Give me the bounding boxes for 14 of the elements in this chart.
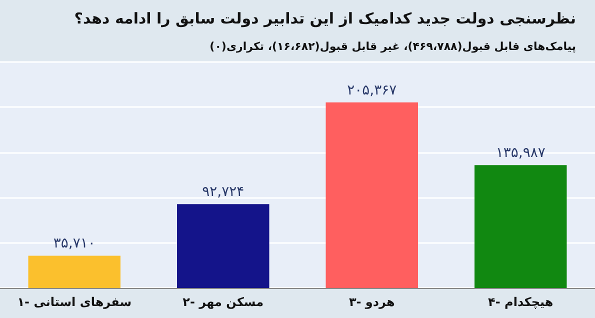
x-tick-label: ۴- هیچکدام [488, 295, 554, 309]
x-tick-label: ۱- سفرهای استانی [17, 295, 132, 309]
data-label: ۲۰۵,۳۶۷ [347, 82, 398, 98]
bar [28, 256, 120, 288]
chart-title: نظرسنجی دولت جدید کدامیک از این تدابیر دولت سابق را ادامه دهد؟ [74, 10, 576, 28]
data-label: ۳۵,۷۱۰ [53, 236, 96, 252]
x-tick-label: ۳- هردو [348, 295, 395, 309]
data-label: ۹۲,۷۲۴ [202, 184, 244, 200]
x-tick-label: ۲- مسکن مهر [182, 295, 264, 309]
bar [177, 204, 270, 288]
data-label: ۱۳۵,۹۸۷ [496, 145, 546, 162]
chart-subtitle: پیامک‌های قابل قبول(۴۶۹،۷۸۸)، غیر قابل قبول(۱۶،۶۸۲)، تکراری(۰) [210, 40, 576, 53]
bar [326, 102, 418, 288]
bar [474, 165, 567, 288]
